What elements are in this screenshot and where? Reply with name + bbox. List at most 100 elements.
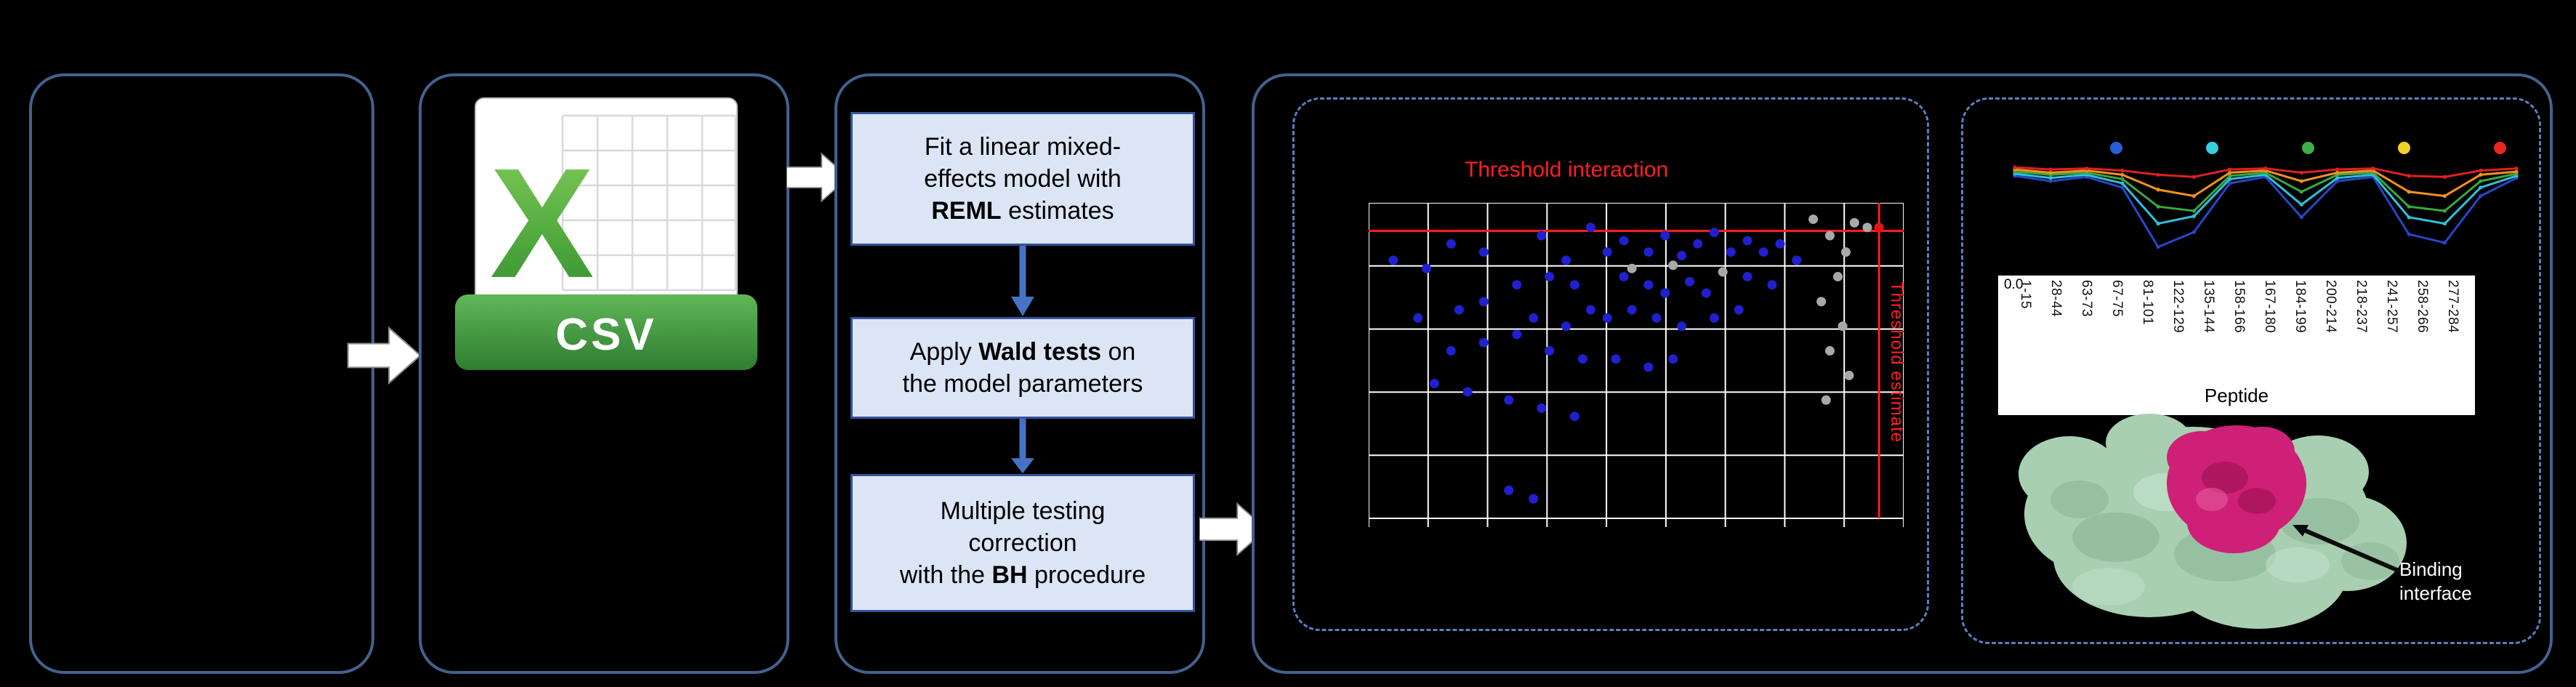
profile-marker bbox=[2335, 176, 2340, 180]
profile-marker bbox=[2299, 179, 2303, 183]
profile-marker bbox=[2442, 209, 2447, 213]
peptide-tick-labels: 1-15 28-44 63-73 67-75 81-101 122-129 135-144 1… bbox=[1998, 276, 2475, 415]
scatter-point-nonsignificant bbox=[1816, 297, 1827, 307]
peptide-tick-label: 184-199 bbox=[2293, 280, 2308, 334]
step-text-post: on the model parameters bbox=[902, 337, 1143, 398]
annotation-arrow-head bbox=[2293, 525, 2309, 537]
profile-marker bbox=[2479, 185, 2483, 190]
step-text-bold: Wald tests bbox=[978, 337, 1101, 366]
scatter-point-significant bbox=[1430, 379, 1440, 389]
profile-marker bbox=[2407, 190, 2411, 194]
scatter-point-significant bbox=[1677, 250, 1687, 260]
scatter-point-significant bbox=[1709, 313, 1719, 323]
csv-banner-label: CSV bbox=[555, 310, 656, 360]
profile-marker bbox=[2407, 204, 2411, 209]
scatter-point-significant bbox=[1529, 494, 1539, 504]
scatter-point-significant bbox=[1643, 362, 1654, 372]
peptide-tick-label: 63-73 bbox=[2079, 280, 2094, 318]
profile-marker bbox=[2120, 185, 2125, 190]
scatter-point-significant bbox=[1512, 329, 1522, 340]
scatter-point-nonsignificant bbox=[1718, 267, 1728, 277]
scatter-point-significant bbox=[1504, 485, 1514, 495]
scatter-point-significant bbox=[1643, 247, 1654, 257]
binding-interface-annotation: Binding interface bbox=[2399, 558, 2472, 604]
csv-box: X CSV bbox=[419, 73, 789, 674]
condition-dot bbox=[2302, 142, 2314, 154]
scatter-point-significant bbox=[1585, 222, 1595, 233]
scatter-point-significant bbox=[1478, 247, 1489, 257]
step-text: Multiple testing correction with the BH … bbox=[900, 495, 1146, 592]
profile-marker bbox=[2156, 245, 2160, 249]
scatter-point-significant bbox=[1462, 387, 1473, 397]
threshold-estimate-label: Threshold estimate bbox=[1887, 281, 1907, 443]
scatter-point-significant bbox=[1693, 238, 1703, 249]
peptide-tick-label: 167-180 bbox=[2262, 280, 2277, 334]
scatter-point-significant bbox=[1561, 321, 1571, 332]
scatter-point-significant bbox=[1569, 280, 1579, 290]
profile-marker bbox=[2263, 166, 2268, 171]
scatter-point-nonsignificant bbox=[1821, 395, 1831, 405]
scatter-point-significant bbox=[1660, 230, 1670, 241]
scatter-point-significant bbox=[1512, 280, 1522, 290]
scatter-point-significant bbox=[1767, 280, 1777, 290]
scatter-point-significant bbox=[1619, 272, 1629, 282]
profile-marker bbox=[2156, 204, 2160, 209]
peptide-tick-label: 1-15 bbox=[2018, 280, 2033, 310]
scatter-point-significant bbox=[1726, 247, 1736, 257]
scatter-point-significant bbox=[1660, 288, 1670, 298]
profile-marker bbox=[2479, 179, 2483, 183]
scatter-point-significant bbox=[1619, 236, 1629, 246]
scatter-point-nonsignificant bbox=[1824, 230, 1835, 241]
scatter-point-significant bbox=[1577, 354, 1587, 364]
step-down-arrow-1 bbox=[1011, 246, 1034, 316]
scatter-point-nonsignificant bbox=[1668, 260, 1678, 270]
scatter-point-threshold bbox=[1874, 222, 1884, 233]
profile-marker bbox=[2156, 188, 2160, 192]
scatter-point-significant bbox=[1478, 337, 1489, 347]
scatter-point-significant bbox=[1701, 288, 1711, 298]
scatter-title: Threshold interaction bbox=[1465, 158, 1669, 182]
peptide-tick-label: 218-237 bbox=[2354, 280, 2369, 334]
profile-marker bbox=[2228, 181, 2232, 185]
profile-marker bbox=[2299, 170, 2303, 175]
step-bh-correction: Multiple testing correction with the BH … bbox=[850, 474, 1195, 612]
scatter-point-significant bbox=[1709, 228, 1719, 238]
step-text: Apply Wald tests on the model parameters bbox=[903, 336, 1143, 400]
profile-marker bbox=[2191, 174, 2197, 179]
profile-marker bbox=[2442, 241, 2447, 245]
scatter-point-significant bbox=[1446, 346, 1456, 356]
scatter-point-significant bbox=[1585, 305, 1595, 315]
profile-marker bbox=[2335, 170, 2340, 175]
scatter-point-significant bbox=[1775, 238, 1785, 249]
flow-arrow-shape bbox=[347, 326, 422, 385]
peptide-tick-label: 200-214 bbox=[2323, 280, 2338, 334]
step-text-pre: Fit a linear mixed- effects model with bbox=[924, 132, 1122, 193]
scatter-point-significant bbox=[1651, 313, 1662, 323]
peptide-profile-plot bbox=[2013, 165, 2519, 249]
condition-dot bbox=[2494, 142, 2506, 154]
step-text-bold: BH bbox=[991, 561, 1028, 590]
profile-marker bbox=[2048, 176, 2053, 180]
condition-dot bbox=[2110, 142, 2122, 154]
csv-file-icon: X CSV bbox=[455, 97, 757, 370]
peptide-tick-label: 135-144 bbox=[2201, 280, 2216, 334]
scatter-point-significant bbox=[1388, 255, 1398, 265]
profile-marker bbox=[2228, 174, 2232, 178]
profile-marker bbox=[2048, 167, 2053, 172]
scatter-point-significant bbox=[1742, 272, 1752, 282]
scatter-point-nonsignificant bbox=[1627, 263, 1637, 273]
y-axis-zero-tick: 0.0 bbox=[2004, 277, 2024, 292]
profile-marker bbox=[2514, 166, 2519, 171]
arrow-head bbox=[1011, 458, 1034, 474]
profile-line-cyan bbox=[2014, 172, 2517, 225]
threshold-scatter-plot bbox=[1369, 203, 1904, 527]
profile-marker bbox=[2442, 194, 2447, 198]
peptide-tick-label: 277-284 bbox=[2445, 280, 2460, 334]
scatter-point-significant bbox=[1677, 321, 1687, 332]
scatter-point-significant bbox=[1742, 236, 1752, 246]
scatter-point-nonsignificant bbox=[1824, 346, 1835, 356]
annotation-arrow-shaft bbox=[2299, 526, 2407, 576]
step-text-post: procedure bbox=[1027, 561, 1146, 590]
scatter-point-significant bbox=[1758, 247, 1768, 257]
scatter-point-significant bbox=[1627, 305, 1637, 315]
